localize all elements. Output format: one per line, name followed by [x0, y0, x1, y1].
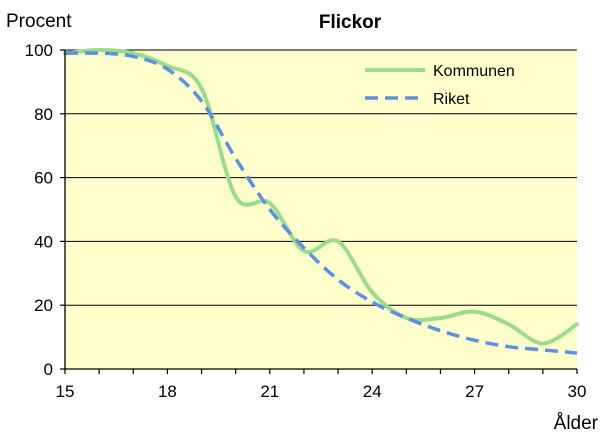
y-tick-label: 100: [25, 41, 53, 60]
legend: Kommunen Riket: [365, 63, 515, 108]
x-tick-label: 27: [465, 382, 484, 401]
chart-title: Flickor: [319, 12, 382, 33]
x-tick-label: 15: [56, 382, 75, 401]
y-tick-label: 80: [34, 105, 53, 124]
y-tick-label: 20: [34, 296, 53, 315]
axes: [60, 49, 578, 374]
y-axis-title: Procent: [6, 11, 72, 32]
series-line-kommunen: [63, 48, 579, 346]
x-axis-title: Ålder: [554, 413, 599, 433]
y-tick-label: 60: [34, 169, 53, 188]
series-line-riket: [64, 51, 578, 355]
x-tick-label: 24: [363, 382, 382, 401]
x-tick-label: 30: [568, 382, 587, 401]
grid-lines: [65, 49, 577, 306]
legend-label-kommunen: Kommunen: [433, 63, 515, 80]
y-tick-label: 0: [44, 360, 53, 379]
y-tick-label: 40: [34, 232, 53, 251]
x-tick-label: 18: [158, 382, 177, 401]
legend-label-riket: Riket: [433, 91, 470, 108]
tick-labels: 0 20 40 60 80 100 15 18 21 24 27 30: [25, 41, 587, 401]
x-tick-label: 21: [260, 382, 279, 401]
series-layer: [63, 48, 579, 355]
